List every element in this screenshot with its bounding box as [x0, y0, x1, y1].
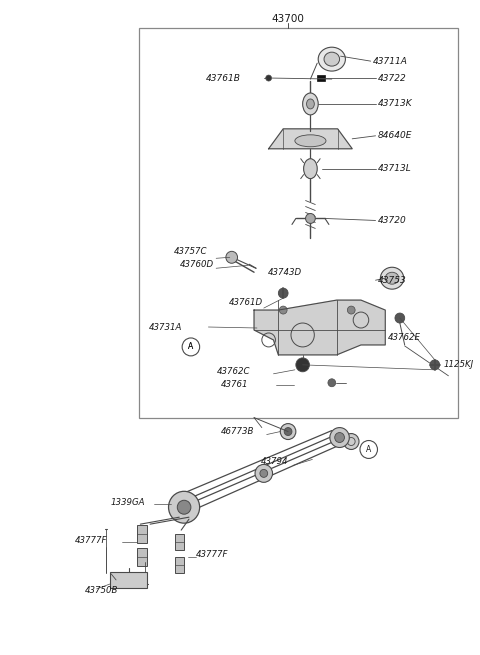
Bar: [317, 75, 325, 81]
Text: A: A: [188, 343, 193, 352]
Text: 43757C: 43757C: [173, 247, 207, 256]
Ellipse shape: [295, 135, 326, 147]
Text: 43720: 43720: [377, 216, 406, 225]
Circle shape: [328, 379, 336, 386]
Ellipse shape: [318, 47, 346, 71]
Text: 43760D: 43760D: [180, 260, 215, 269]
Polygon shape: [269, 129, 352, 149]
Text: 84640E: 84640E: [377, 131, 412, 140]
Circle shape: [344, 434, 359, 449]
Text: 43761: 43761: [221, 381, 249, 389]
Text: 43762C: 43762C: [217, 367, 251, 377]
Ellipse shape: [324, 52, 339, 66]
Circle shape: [260, 470, 268, 477]
Circle shape: [430, 360, 440, 370]
Circle shape: [284, 428, 292, 436]
Text: 43750B: 43750B: [85, 586, 119, 595]
Bar: [137, 525, 147, 543]
Circle shape: [348, 306, 355, 314]
Polygon shape: [254, 300, 385, 355]
Bar: [137, 548, 147, 566]
Text: 43761D: 43761D: [229, 297, 263, 307]
Circle shape: [168, 491, 200, 523]
Circle shape: [177, 500, 191, 514]
Circle shape: [226, 252, 238, 263]
Ellipse shape: [307, 99, 314, 109]
Circle shape: [296, 358, 310, 372]
Bar: [175, 557, 184, 573]
Circle shape: [280, 424, 296, 440]
Circle shape: [255, 464, 273, 482]
Circle shape: [335, 432, 345, 443]
Text: 43711A: 43711A: [372, 56, 408, 66]
Circle shape: [266, 75, 272, 81]
Text: 43777F: 43777F: [75, 536, 108, 544]
Text: 43743D: 43743D: [268, 268, 302, 276]
Text: 43762E: 43762E: [388, 333, 421, 343]
Text: A: A: [188, 343, 193, 352]
Bar: [139, 28, 458, 418]
Text: A: A: [366, 445, 372, 454]
Ellipse shape: [304, 159, 317, 179]
Circle shape: [330, 428, 349, 447]
Text: 43761B: 43761B: [205, 73, 240, 83]
Text: 46773B: 46773B: [221, 427, 254, 436]
Circle shape: [182, 338, 200, 356]
Text: 43777F: 43777F: [196, 550, 228, 559]
Ellipse shape: [303, 93, 318, 115]
Text: 1125KJ: 1125KJ: [444, 360, 474, 369]
Circle shape: [360, 441, 377, 458]
Text: 43713L: 43713L: [377, 164, 411, 173]
Text: 43700: 43700: [272, 14, 304, 24]
Text: 43794: 43794: [261, 457, 288, 466]
Circle shape: [278, 288, 288, 298]
Circle shape: [279, 306, 287, 314]
Text: 1339GA: 1339GA: [110, 498, 145, 507]
Bar: [110, 572, 147, 588]
Text: 43722: 43722: [377, 73, 406, 83]
Circle shape: [306, 214, 315, 223]
Text: 43731A: 43731A: [149, 322, 182, 331]
Ellipse shape: [385, 272, 399, 284]
Circle shape: [395, 313, 405, 323]
Ellipse shape: [380, 267, 404, 289]
Text: 43713K: 43713K: [377, 100, 412, 109]
Bar: [175, 534, 184, 550]
Text: 43753: 43753: [377, 276, 406, 285]
